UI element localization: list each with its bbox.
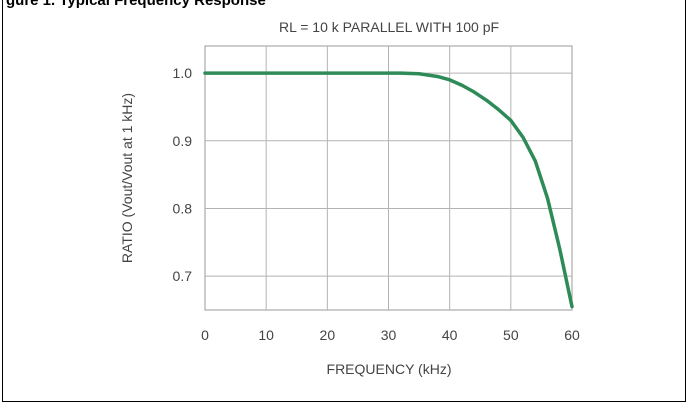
- y-tick-label: 0.8: [173, 200, 193, 216]
- series-group: [203, 71, 574, 309]
- x-axis-label: FREQUENCY (kHz): [327, 361, 452, 377]
- chart-title: RL = 10 k PARALLEL WITH 100 pF: [279, 19, 499, 35]
- x-tick-label: 0: [201, 327, 209, 343]
- x-tick-label: 60: [564, 327, 580, 343]
- y-tick-label: 0.7: [173, 268, 193, 284]
- x-tick-label: 20: [320, 327, 336, 343]
- figure-caption: gure 1. Typical Frequency Response: [6, 0, 266, 9]
- y-axis-label: RATIO (Vout/Vout at 1 kHz): [119, 93, 135, 263]
- x-tick-label: 10: [258, 327, 274, 343]
- x-tick-labels: 0 10 20 30 40 50 60: [201, 327, 580, 343]
- y-tick-labels: 1.0 0.9 0.8 0.7: [173, 65, 193, 284]
- y-tick-label: 0.9: [173, 133, 193, 149]
- y-tick-label: 1.0: [173, 65, 193, 81]
- series-line: [203, 71, 574, 309]
- x-tick-label: 30: [381, 327, 397, 343]
- x-tick-label: 40: [442, 327, 458, 343]
- x-tick-label: 50: [503, 327, 519, 343]
